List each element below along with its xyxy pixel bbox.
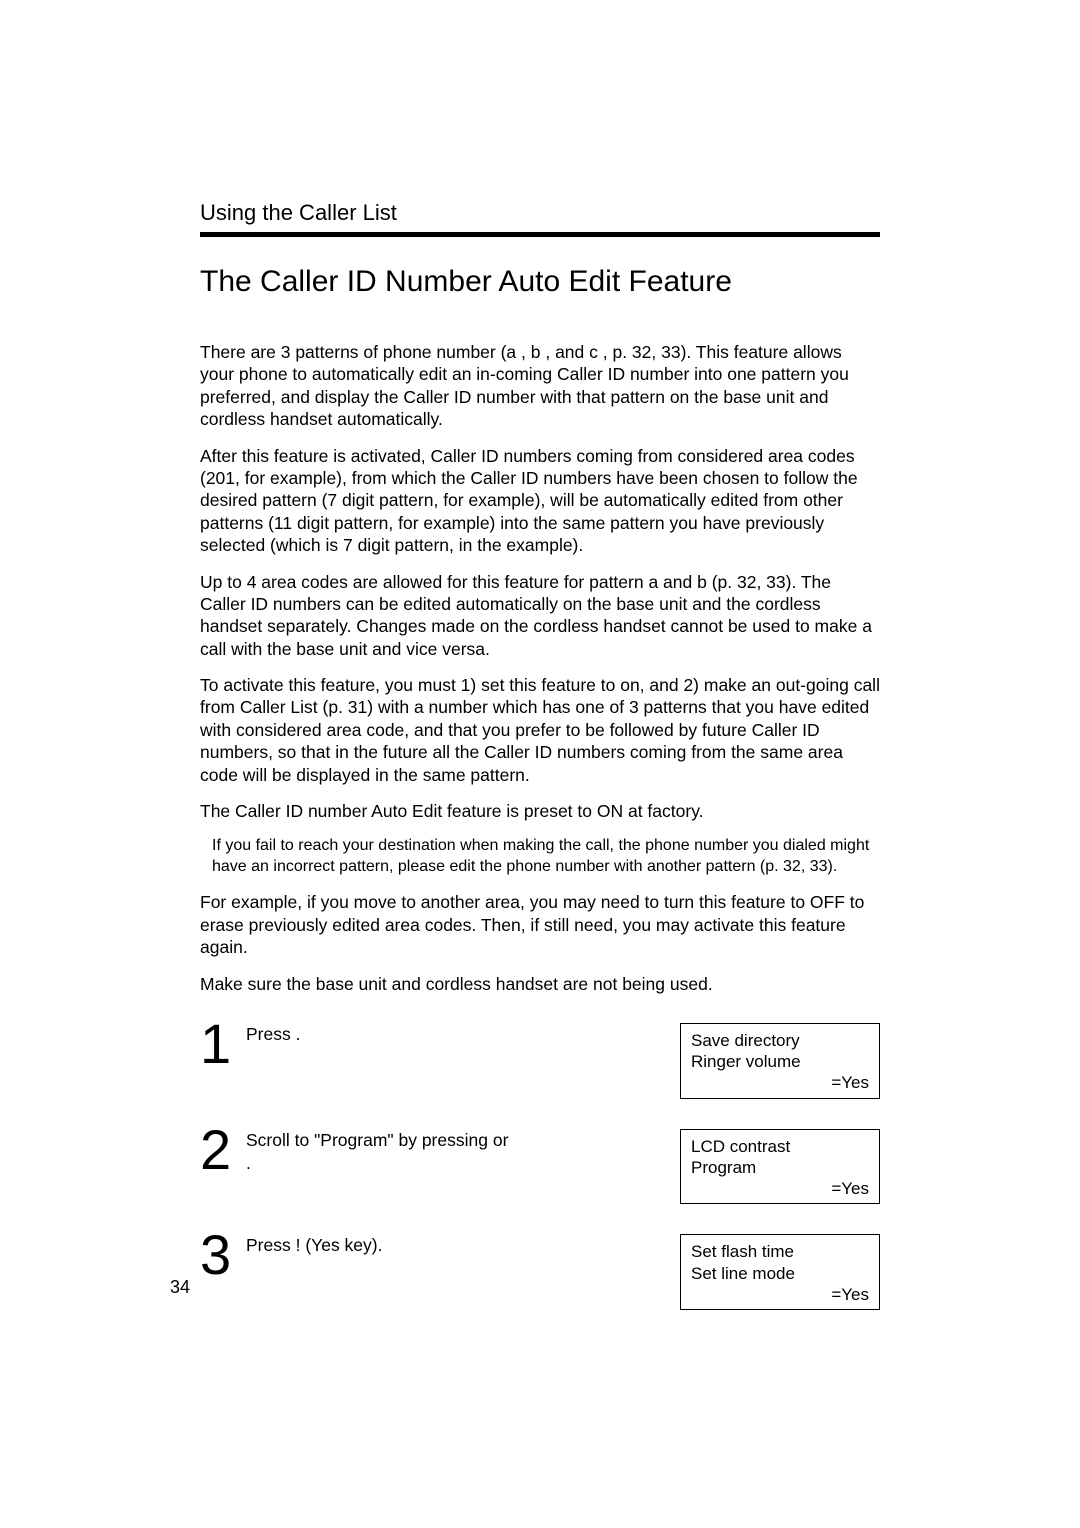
display-line: Set flash time (691, 1241, 869, 1262)
page-title: The Caller ID Number Auto Edit Feature (200, 265, 880, 299)
lcd-display: Save directory Ringer volume =Yes (680, 1023, 880, 1099)
note-paragraph: If you fail to reach your destination wh… (212, 836, 880, 877)
display-yes: =Yes (691, 1284, 869, 1305)
divider (200, 232, 880, 237)
step-2: 2 Scroll to "Program" by pressing or . L… (200, 1125, 880, 1205)
display-line: Program (691, 1157, 869, 1178)
step-body: Press ! (Yes key). Set flash time Set li… (246, 1230, 880, 1310)
paragraph-1: There are 3 patterns of phone number (a … (200, 341, 880, 431)
display-line: Ringer volume (691, 1051, 869, 1072)
steps-list: 1 Press . Save directory Ringer volume =… (200, 1019, 880, 1310)
step-body: Scroll to "Program" by pressing or . LCD… (246, 1125, 880, 1205)
paragraph-7: Make sure the base unit and cordless han… (200, 973, 880, 995)
display-line: Save directory (691, 1030, 869, 1051)
step-text-part: . (246, 1153, 251, 1173)
page-number: 34 (170, 1277, 190, 1298)
display-yes: =Yes (691, 1072, 869, 1093)
step-text: Scroll to "Program" by pressing or . (246, 1129, 680, 1176)
step-number: 3 (200, 1230, 246, 1280)
section-header: Using the Caller List (200, 200, 880, 226)
display-line: Set line mode (691, 1263, 869, 1284)
step-text-part: Scroll to "Program (246, 1130, 387, 1150)
lcd-display: Set flash time Set line mode =Yes (680, 1234, 880, 1310)
step-body: Press . Save directory Ringer volume =Ye… (246, 1019, 880, 1099)
step-text: Press . (246, 1023, 680, 1046)
paragraph-3: Up to 4 area codes are allowed for this … (200, 571, 880, 661)
step-text-part: " by pressing or (387, 1130, 508, 1150)
display-yes: =Yes (691, 1178, 869, 1199)
step-number: 2 (200, 1125, 246, 1175)
paragraph-5: The Caller ID number Auto Edit feature i… (200, 800, 880, 822)
step-3: 3 Press ! (Yes key). Set flash time Set … (200, 1230, 880, 1310)
step-text: Press ! (Yes key). (246, 1234, 680, 1257)
paragraph-6: For example, if you move to another area… (200, 891, 880, 958)
paragraph-2: After this feature is activated, Caller … (200, 445, 880, 557)
step-number: 1 (200, 1019, 246, 1069)
display-line: LCD contrast (691, 1136, 869, 1157)
paragraph-4: To activate this feature, you must 1) se… (200, 674, 880, 786)
step-1: 1 Press . Save directory Ringer volume =… (200, 1019, 880, 1099)
lcd-display: LCD contrast Program =Yes (680, 1129, 880, 1205)
